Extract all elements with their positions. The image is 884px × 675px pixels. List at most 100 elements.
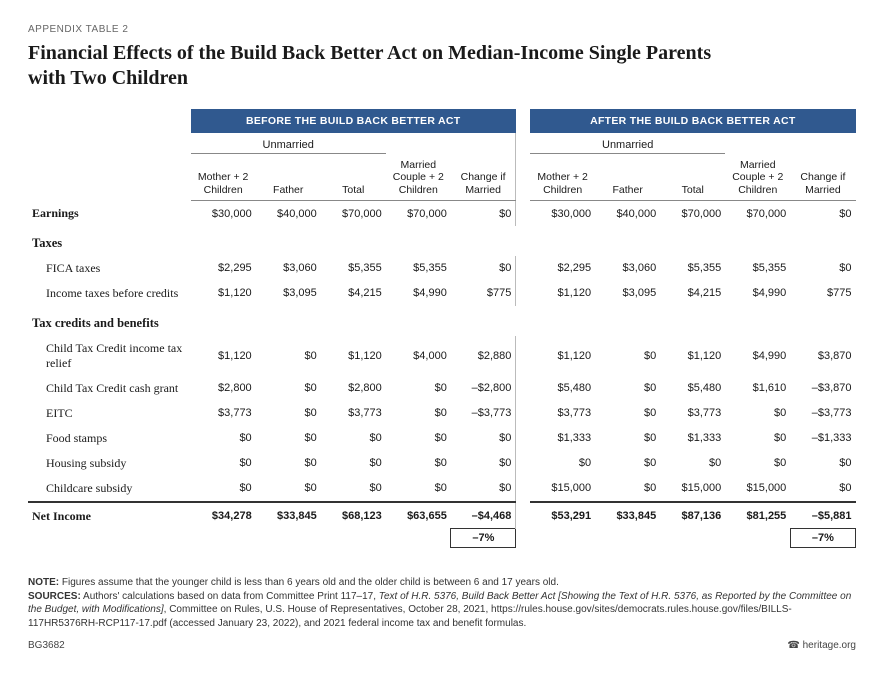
subheader-row-2: Mother + 2 Children Father Total Married…	[28, 154, 856, 201]
cell: $0	[725, 401, 790, 426]
cell: $0	[191, 426, 256, 451]
cell: $4,990	[725, 336, 790, 376]
note-line: NOTE: Figures assume that the younger ch…	[28, 576, 856, 590]
cell: $4,990	[725, 281, 790, 306]
row-label: Income taxes before credits	[28, 281, 191, 306]
cell: $1,120	[191, 336, 256, 376]
cell: $0	[790, 256, 855, 281]
cell: $0	[256, 451, 321, 476]
cell: $53,291	[530, 502, 595, 529]
cell: $3,060	[595, 256, 660, 281]
band-before: BEFORE THE BUILD BACK BETTER ACT	[191, 109, 516, 133]
row-label: Housing subsidy	[28, 451, 191, 476]
cell: $3,773	[191, 401, 256, 426]
pct-row: –7%–7%	[28, 529, 856, 548]
cell: $40,000	[595, 201, 660, 226]
cell: $0	[595, 451, 660, 476]
cell: $775	[790, 281, 855, 306]
section-header: Tax credits and benefits	[28, 306, 856, 336]
cell: $33,845	[595, 502, 660, 529]
cell: $0	[191, 476, 256, 502]
cell: $0	[191, 451, 256, 476]
table-row: Childcare subsidy$0$0$0$0$0$15,000$0$15,…	[28, 476, 856, 502]
cell: $4,000	[386, 336, 451, 376]
cell: $5,355	[725, 256, 790, 281]
cell: $2,295	[530, 256, 595, 281]
row-label: EITC	[28, 401, 191, 426]
cell: $0	[790, 201, 855, 226]
doc-id: BG3682	[28, 640, 65, 651]
cell: $5,480	[660, 376, 725, 401]
cell: $0	[451, 451, 516, 476]
cell: $3,060	[256, 256, 321, 281]
cell: $2,880	[451, 336, 516, 376]
row-label: Food stamps	[28, 426, 191, 451]
cell: $1,120	[530, 336, 595, 376]
data-table: BEFORE THE BUILD BACK BETTER ACT AFTER T…	[28, 109, 856, 548]
row-label: Child Tax Credit income tax relief	[28, 336, 191, 376]
appendix-label: APPENDIX TABLE 2	[28, 24, 856, 35]
cell: $33,845	[256, 502, 321, 529]
row-label: Earnings	[28, 201, 191, 226]
cell: $775	[451, 281, 516, 306]
cell: $15,000	[530, 476, 595, 502]
cell: $0	[386, 426, 451, 451]
cell: $0	[725, 426, 790, 451]
cell: $0	[256, 401, 321, 426]
cell: $0	[256, 476, 321, 502]
cell: $2,295	[191, 256, 256, 281]
cell: $0	[790, 476, 855, 502]
cell: $87,136	[660, 502, 725, 529]
cell: $0	[256, 336, 321, 376]
cell: $5,480	[530, 376, 595, 401]
cell: $5,355	[386, 256, 451, 281]
table-row: Earnings$30,000$40,000$70,000$70,000$0$3…	[28, 201, 856, 226]
cell: –$5,881	[790, 502, 855, 529]
cell: –$3,773	[790, 401, 855, 426]
cell: $0	[530, 451, 595, 476]
cell: $0	[451, 426, 516, 451]
cell: $0	[321, 451, 386, 476]
sources-line: SOURCES: Authors' calculations based on …	[28, 590, 856, 631]
cell: $3,870	[790, 336, 855, 376]
cell: $3,773	[321, 401, 386, 426]
cell: $4,215	[660, 281, 725, 306]
row-label: Childcare subsidy	[28, 476, 191, 502]
footnotes: NOTE: Figures assume that the younger ch…	[28, 576, 856, 630]
table-row: Housing subsidy$0$0$0$0$0$0$0$0$0$0	[28, 451, 856, 476]
cell: $1,333	[530, 426, 595, 451]
band-after: AFTER THE BUILD BACK BETTER ACT	[530, 109, 855, 133]
cell: $3,773	[530, 401, 595, 426]
cell: $1,120	[660, 336, 725, 376]
cell: $70,000	[725, 201, 790, 226]
cell: $0	[451, 201, 516, 226]
cell: –$2,800	[451, 376, 516, 401]
cell: $0	[321, 476, 386, 502]
cell: $0	[256, 376, 321, 401]
row-label: Net Income	[28, 502, 191, 529]
cell: –$3,870	[790, 376, 855, 401]
cell: –$1,333	[790, 426, 855, 451]
row-label: FICA taxes	[28, 256, 191, 281]
cell: $4,215	[321, 281, 386, 306]
cell: $68,123	[321, 502, 386, 529]
site-credit: heritage.org	[787, 640, 856, 651]
cell: $0	[790, 451, 855, 476]
footer-row: BG3682 heritage.org	[28, 640, 856, 651]
subheader-row-1: Unmarried Unmarried	[28, 133, 856, 154]
cell: $34,278	[191, 502, 256, 529]
cell: $30,000	[530, 201, 595, 226]
cell: $1,610	[725, 376, 790, 401]
cell: $0	[595, 376, 660, 401]
cell: $0	[386, 451, 451, 476]
cell: $0	[386, 376, 451, 401]
table-row: Child Tax Credit cash grant$2,800$0$2,80…	[28, 376, 856, 401]
cell: $0	[725, 451, 790, 476]
cell: $5,355	[321, 256, 386, 281]
cell: $3,095	[595, 281, 660, 306]
cell: $0	[595, 426, 660, 451]
cell: $0	[321, 426, 386, 451]
pct-before: –7%	[451, 529, 516, 548]
row-label: Child Tax Credit cash grant	[28, 376, 191, 401]
cell: $63,655	[386, 502, 451, 529]
